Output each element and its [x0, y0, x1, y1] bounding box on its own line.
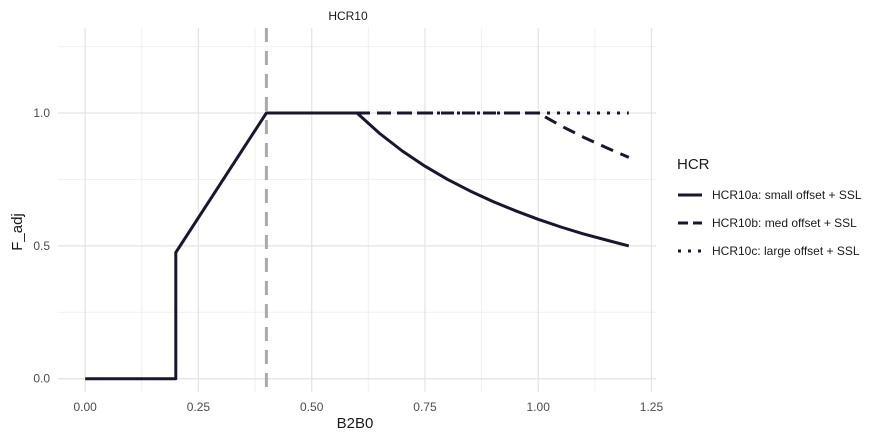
legend-entries: HCR10a: small offset + SSL HCR10b: med of… [678, 188, 862, 258]
tick-labels: 0.00 0.25 0.50 0.75 1.00 1.25 0.0 0.5 1.0 [33, 106, 663, 414]
legend: HCR HCR10a: small offset + SSL HCR10b: me… [677, 156, 862, 258]
y-tick-label: 0.0 [33, 372, 50, 386]
legend-label-3: HCR10c: large offset + SSL [712, 244, 860, 258]
x-tick-label: 0.25 [187, 400, 211, 414]
x-tick-label: 0.00 [74, 400, 98, 414]
series-line-1 [85, 111, 630, 381]
x-tick-label: 0.50 [300, 400, 324, 414]
x-axis-title: B2B0 [337, 415, 374, 432]
x-tick-label: 0.75 [413, 400, 437, 414]
y-axis-title: F_adj [9, 213, 26, 251]
series-lines [85, 111, 630, 381]
series-line-2 [357, 111, 630, 159]
y-tick-label: 0.5 [33, 239, 50, 253]
legend-label-1: HCR10a: small offset + SSL [712, 188, 862, 202]
grid [58, 28, 656, 392]
legend-label-2: HCR10b: med offset + SSL [712, 216, 857, 230]
panel-title: HCR10 [328, 9, 368, 23]
x-tick-label: 1.25 [640, 400, 664, 414]
x-tick-label: 1.00 [527, 400, 551, 414]
legend-title: HCR [677, 156, 710, 173]
y-tick-label: 1.0 [33, 106, 50, 120]
